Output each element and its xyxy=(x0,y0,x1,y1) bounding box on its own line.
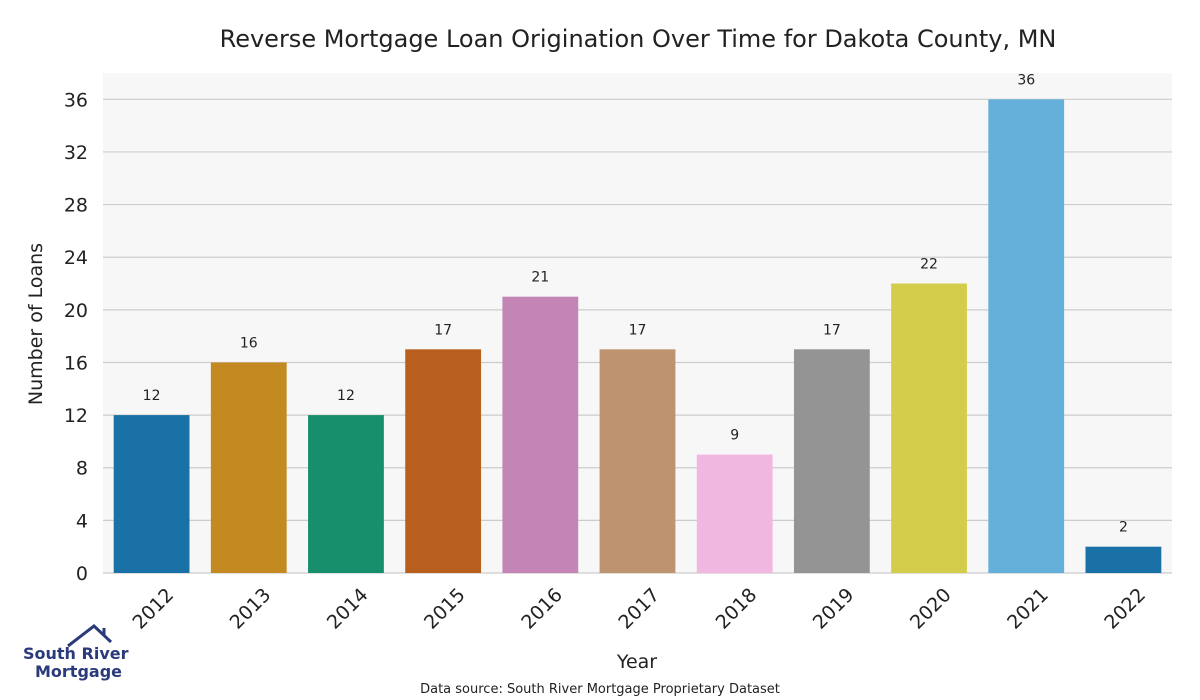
x-tick-label-2012: 2012 xyxy=(128,584,178,634)
house-roof-icon xyxy=(67,624,113,648)
data-label-2019: 17 xyxy=(823,322,841,338)
bar-2013 xyxy=(210,362,287,573)
y-tick-label: 16 xyxy=(64,352,88,374)
x-tick-label-2018: 2018 xyxy=(712,584,762,634)
x-tick-label-2022: 2022 xyxy=(1100,584,1150,634)
bars xyxy=(113,99,1162,573)
logo-line-2: Mortgage xyxy=(35,662,122,681)
x-tick-label-2014: 2014 xyxy=(323,584,373,634)
logo-line-1: South River xyxy=(23,644,129,663)
data-label-2017: 17 xyxy=(629,322,647,338)
y-tick-label: 12 xyxy=(64,405,88,427)
bar-2018 xyxy=(696,454,773,573)
bar-2014 xyxy=(308,415,384,573)
bar-2017 xyxy=(599,349,676,573)
bar-2022 xyxy=(1085,546,1162,573)
x-tick-label-2013: 2013 xyxy=(226,584,276,634)
x-tick-label-2017: 2017 xyxy=(614,584,664,634)
y-tick-label: 32 xyxy=(64,142,88,164)
bar-2016 xyxy=(502,296,579,573)
data-label-2014: 12 xyxy=(337,388,355,404)
data-label-2022: 2 xyxy=(1119,520,1128,536)
bar-2019 xyxy=(793,349,870,573)
x-tick-label-2020: 2020 xyxy=(906,584,956,634)
company-logo: South River Mortgage xyxy=(23,624,129,681)
x-tick-label-2019: 2019 xyxy=(809,584,859,634)
y-tick-label: 0 xyxy=(76,563,88,585)
bar-2015 xyxy=(405,349,482,573)
data-label-2016: 21 xyxy=(531,270,549,286)
bar-2012 xyxy=(113,415,190,573)
y-tick-label: 4 xyxy=(76,510,88,532)
data-source-note: Data source: South River Mortgage Propri… xyxy=(420,682,780,697)
x-axis-ticks: 2012 2013 2014 2015 2016 2017 2018 2019 2020 2021… xyxy=(128,584,1150,634)
x-axis-label: Year xyxy=(616,651,657,673)
data-label-2020: 22 xyxy=(920,257,938,273)
chart-title: Reverse Mortgage Loan Origination Over T… xyxy=(220,25,1057,53)
x-tick-label-2016: 2016 xyxy=(517,584,567,634)
data-label-2015: 17 xyxy=(434,322,452,338)
bar-2021 xyxy=(988,99,1065,573)
data-label-2012: 12 xyxy=(143,388,161,404)
y-tick-label: 28 xyxy=(64,195,88,217)
y-tick-label: 8 xyxy=(76,458,88,480)
y-tick-label: 36 xyxy=(64,89,88,111)
y-axis-ticks: 0 4 8 12 16 20 24 28 32 36 xyxy=(64,89,88,585)
x-tick-label-2021: 2021 xyxy=(1003,584,1053,634)
x-tick-label-2015: 2015 xyxy=(420,584,470,634)
bar-2020 xyxy=(891,283,967,573)
y-tick-label: 24 xyxy=(64,247,88,269)
data-label-2013: 16 xyxy=(240,335,258,351)
data-label-2021: 36 xyxy=(1017,72,1035,88)
y-axis-label: Number of Loans xyxy=(25,243,47,405)
data-label-2018: 9 xyxy=(730,428,739,444)
y-tick-label: 20 xyxy=(64,300,88,322)
data-labels: 12 16 12 17 21 17 9 17 22 36 2 xyxy=(143,72,1128,535)
